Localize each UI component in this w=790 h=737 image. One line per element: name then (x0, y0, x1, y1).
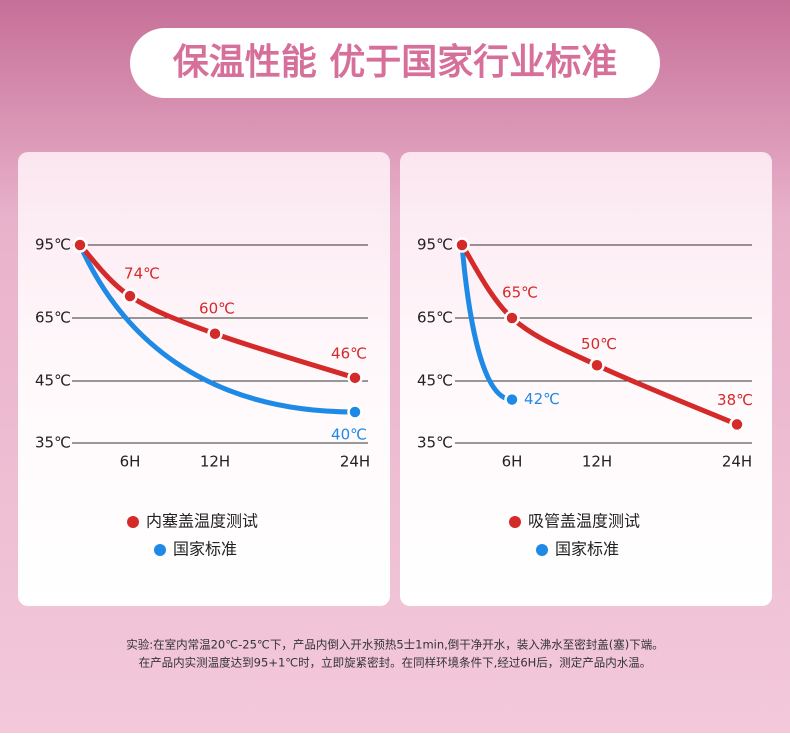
y-tick-label: 95℃ (35, 236, 71, 254)
data-label: 60℃ (199, 299, 235, 317)
line (77, 242, 358, 381)
legend-label: 国家标准 (173, 540, 237, 559)
line (459, 242, 515, 403)
point (589, 357, 605, 373)
data-label: 74℃ (124, 265, 160, 283)
x-tick-label: 6H (502, 453, 523, 471)
line (459, 242, 740, 427)
legend-label: 吸管盖温度测试 (528, 512, 640, 531)
y-tick-label: 95℃ (417, 236, 453, 254)
point (347, 404, 363, 420)
footnote: 在产品内实测温度达到95+1℃时，立即旋紧密封。在同样环境条件下,经过6H后，测… (139, 656, 652, 670)
x-tick-label: 12H (200, 453, 230, 471)
data-label: 42℃ (524, 390, 560, 408)
data-label: 40℃ (331, 426, 367, 444)
title: 保温性能 优于国家行业标准 (173, 42, 618, 83)
title-pill (130, 28, 660, 98)
data-label: 65℃ (502, 284, 538, 302)
charts: 95℃ 65℃ 45℃ 35℃ 6H 12H 24H 74℃ 60℃ 46℃ 内塞盖温度测试 40℃ 国… (35, 236, 753, 559)
point (122, 288, 138, 304)
y-tick-label: 35℃ (417, 434, 453, 452)
legend-marker (536, 544, 548, 556)
y-tick-label: 45℃ (417, 372, 453, 390)
x-tick-label: 24H (340, 453, 370, 471)
point (504, 391, 520, 408)
legend-label: 内塞盖温度测试 (146, 512, 258, 531)
point (207, 326, 223, 342)
footnote: 实验:在室内常温20℃-25℃下，产品内倒入开水预热5士1min,倒干净开水，装… (126, 638, 664, 652)
data-label: 50℃ (581, 335, 617, 353)
y-tick-label: 45℃ (35, 372, 71, 390)
point (72, 237, 88, 253)
legend-marker (127, 516, 139, 528)
point (347, 370, 363, 386)
point (504, 310, 520, 326)
y-tick-label: 65℃ (35, 309, 71, 327)
x-tick-label: 6H (120, 453, 141, 471)
panel (400, 152, 772, 606)
point (729, 416, 745, 433)
data-label: 38℃ (717, 391, 753, 409)
point (454, 237, 470, 253)
legend-marker (154, 544, 166, 556)
legend-label: 国家标准 (555, 540, 619, 559)
x-tick-label: 24H (722, 453, 752, 471)
y-tick-label: 65℃ (417, 309, 453, 327)
line (77, 242, 358, 415)
y-tick-label: 35℃ (35, 434, 71, 452)
data-label: 46℃ (331, 344, 367, 362)
legend-marker (509, 516, 521, 528)
x-tick-label: 12H (582, 453, 612, 471)
